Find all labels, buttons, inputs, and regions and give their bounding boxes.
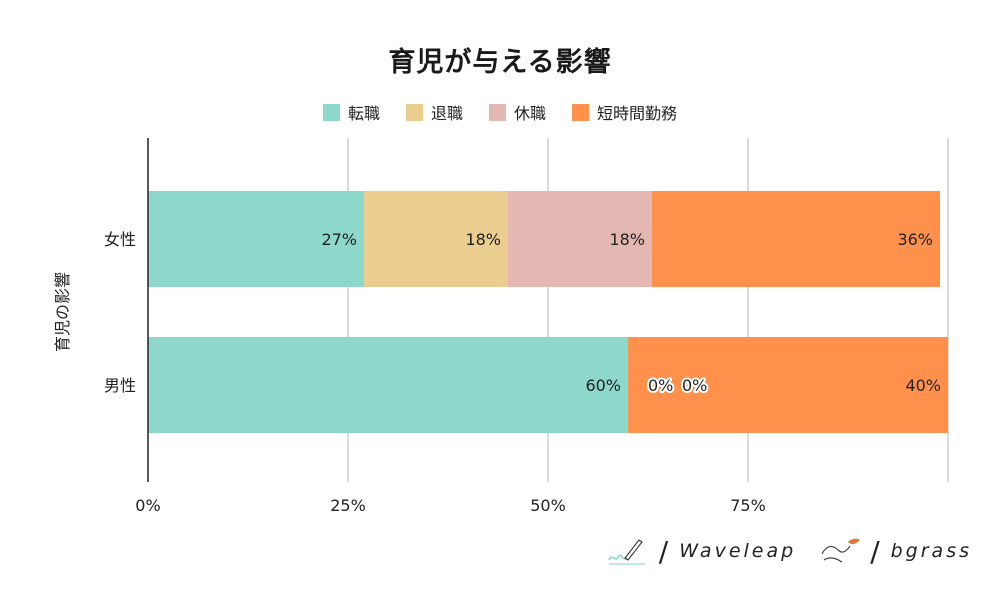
x-tick-label: 75% bbox=[730, 496, 766, 515]
data-label: 0% bbox=[682, 376, 707, 395]
category-label: 女性 bbox=[104, 230, 136, 249]
legend-label: 退職 bbox=[430, 104, 463, 123]
legend-label: 短時間勤務 bbox=[597, 104, 678, 123]
legend-item-tenshoku: 転職 bbox=[322, 100, 380, 124]
bar-segment bbox=[508, 191, 652, 287]
legend-item-kyushoku: 休職 bbox=[489, 100, 546, 124]
legend-item-taishoku: 退職 bbox=[405, 100, 463, 124]
legend-label: 休職 bbox=[514, 104, 547, 123]
legend-swatch bbox=[489, 103, 506, 121]
category-label: 男性 bbox=[104, 376, 136, 395]
pen-signature-icon bbox=[608, 539, 645, 565]
bgrass-logo: / bgrass bbox=[818, 534, 972, 568]
data-label: 40% bbox=[905, 376, 941, 395]
legend-swatch bbox=[572, 103, 590, 121]
x-tick-label: 50% bbox=[530, 496, 566, 515]
bar-segment bbox=[364, 191, 508, 287]
chart-title: 育児が与える影響 bbox=[388, 47, 612, 78]
bgrass-text: bgrass bbox=[890, 540, 972, 562]
data-label: 60% bbox=[585, 376, 621, 395]
data-label: 18% bbox=[609, 230, 645, 249]
bar-segment bbox=[148, 337, 628, 433]
data-label: 0% bbox=[648, 376, 673, 395]
logo-divider: / bbox=[870, 534, 883, 568]
data-label: 36% bbox=[897, 230, 933, 249]
x-tick-label: 0% bbox=[135, 496, 160, 515]
waveleap-text: Waveleap bbox=[679, 540, 797, 562]
footer-logos: / Waveleap / bgrass bbox=[605, 534, 972, 568]
y-axis-title: 育児の影響 bbox=[53, 272, 72, 352]
logo-divider: / bbox=[658, 534, 672, 568]
data-label: 27% bbox=[321, 230, 357, 249]
bar-segment bbox=[652, 191, 940, 287]
waveleap-logo: / Waveleap bbox=[605, 534, 796, 568]
bar-segment bbox=[628, 337, 948, 433]
x-tick-label: 25% bbox=[330, 496, 366, 515]
legend-item-jitan: 短時間勤務 bbox=[572, 100, 677, 124]
legend-swatch bbox=[322, 103, 340, 121]
legend-label: 転職 bbox=[347, 104, 380, 123]
chart-legend: 転職 退職 休職 短時間勤務 bbox=[0, 100, 1000, 124]
legend-swatch bbox=[405, 103, 423, 121]
data-label: 18% bbox=[465, 230, 501, 249]
hands-leaf-icon bbox=[821, 538, 861, 563]
bar-segment bbox=[148, 191, 364, 287]
